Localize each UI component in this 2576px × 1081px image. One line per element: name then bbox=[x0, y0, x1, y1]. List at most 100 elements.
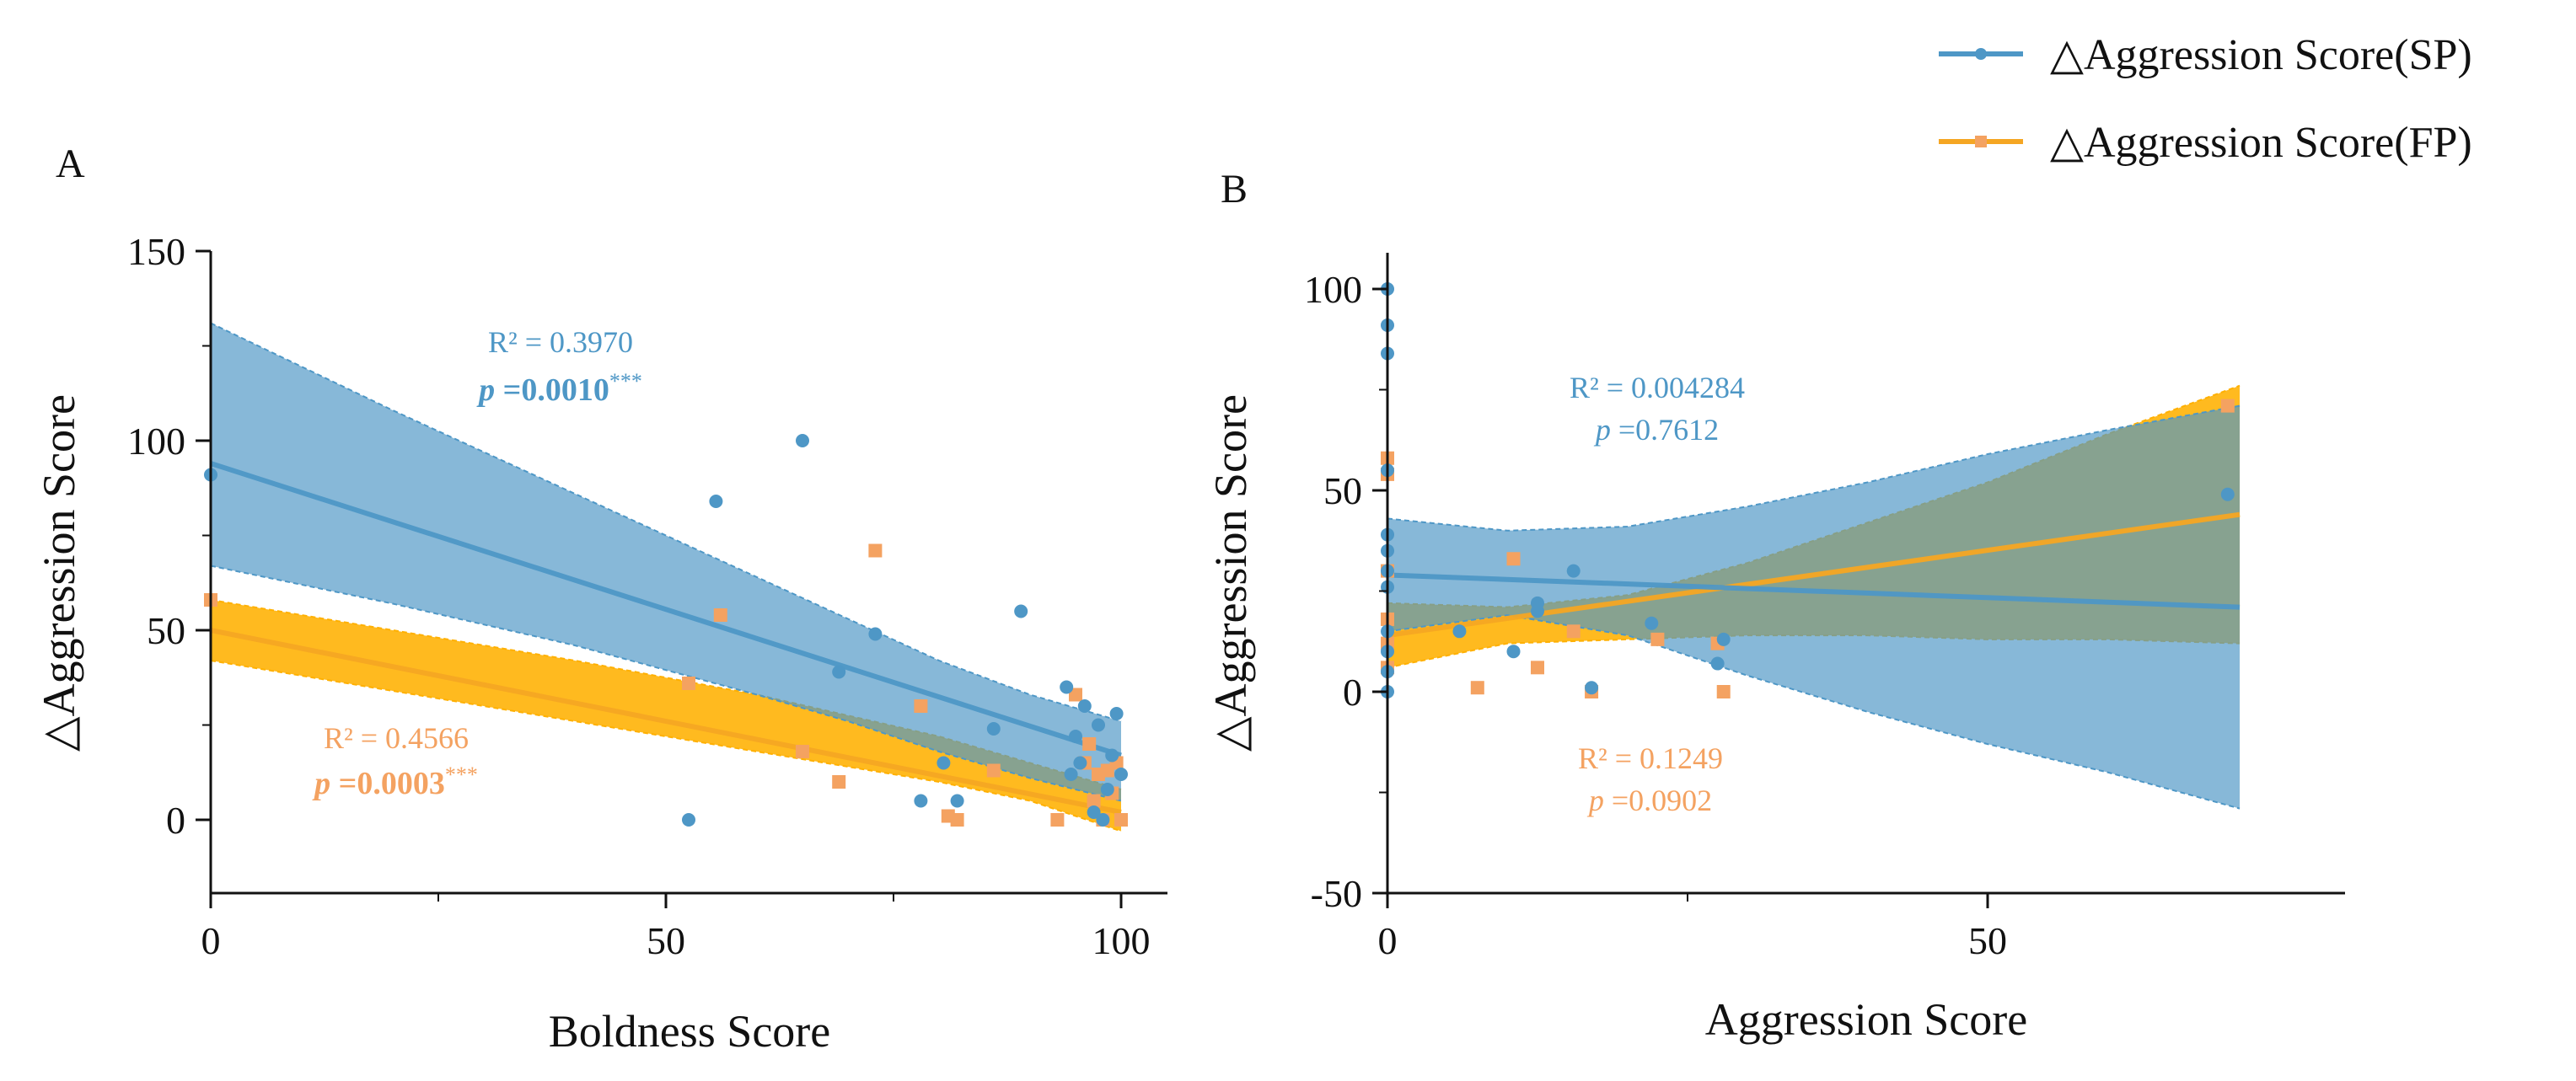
panel-a-sp-point bbox=[1077, 699, 1092, 713]
panel-b-sp-point bbox=[1585, 681, 1599, 695]
panel-a-sp-point bbox=[1105, 748, 1119, 763]
panel-a-sp-point bbox=[1096, 813, 1110, 827]
panel-a-sp-point bbox=[1092, 718, 1105, 732]
panel-b-ticks: -50 0 50 100 0 50 bbox=[1304, 268, 2007, 962]
panel-b-y-tick-label: 100 bbox=[1304, 268, 1362, 311]
panel-a-x-label: Boldness Score bbox=[549, 1006, 830, 1057]
panel-b-fp-point bbox=[1650, 632, 1665, 646]
panel-b-sp-annotation: R² = 0.004284 p =0.7612 bbox=[1570, 371, 1745, 447]
panel-b-fp-p: p =0.0902 bbox=[1586, 784, 1712, 817]
panel-a-fp-point bbox=[950, 813, 964, 827]
panel-a-y-tick-label: 0 bbox=[166, 799, 185, 842]
panel-a-sp-point bbox=[1073, 756, 1087, 770]
panel-a-sp-ci-upper bbox=[210, 322, 1122, 722]
panel-b-fp-p-value: =0.0902 bbox=[1604, 784, 1712, 817]
panel-a-y-tick-label: 150 bbox=[127, 230, 185, 273]
panel-b-fp-point bbox=[1470, 681, 1484, 695]
panel-a-sp-point bbox=[936, 756, 951, 770]
panel-b-fp-fit-line bbox=[1387, 511, 2241, 639]
panel-a-sp-point bbox=[1064, 768, 1078, 781]
panel-b-y-tick-label: 50 bbox=[1323, 469, 1362, 512]
panel-b-y-tick-label: -50 bbox=[1311, 872, 1362, 915]
panel-a-sp-point bbox=[1014, 604, 1028, 618]
panel-a-fp-point bbox=[1087, 794, 1101, 808]
panel-b-sp-point bbox=[1506, 645, 1521, 659]
panel-a-sp-p-prefix: p bbox=[476, 372, 495, 408]
panel-b-fp-point bbox=[1531, 661, 1544, 675]
panel-b-sp-point bbox=[1452, 624, 1467, 639]
panel-a-sp-point bbox=[1069, 730, 1082, 743]
panel-a-fp-p-prefix: p bbox=[312, 766, 330, 801]
panel-a-sp-ci-lower bbox=[210, 565, 1122, 802]
panel-a-sp-point bbox=[1060, 680, 1074, 694]
panel-a-fp-point bbox=[1114, 813, 1128, 827]
panel-b-sp-point bbox=[1645, 616, 1659, 630]
panel-a-sp-annotation: R² = 0.3970 p =0.0010*** bbox=[476, 325, 642, 408]
panel-a-y-label: △Aggression Score bbox=[34, 394, 84, 752]
panel-b-sp-ci-band bbox=[1387, 405, 2241, 809]
panel-b-sp-point bbox=[1531, 604, 1544, 618]
panel-a-fp-stars: *** bbox=[445, 763, 478, 787]
panel-a-y-tick-label: 50 bbox=[147, 609, 185, 652]
panel-a-fp-point bbox=[796, 745, 809, 758]
panel-b-sp-ci-lower bbox=[1387, 614, 2241, 810]
panel-b-sp-point bbox=[1710, 656, 1725, 671]
panel-a-axes bbox=[209, 251, 1167, 895]
panel-a-fit-lines bbox=[210, 461, 1122, 815]
panel-a-sp-fit-line bbox=[210, 461, 1122, 758]
panel-b-sp-fit-line bbox=[1387, 572, 2241, 610]
panel-a-fp-point bbox=[713, 608, 727, 622]
panel-b-fp-p-prefix: p bbox=[1586, 784, 1604, 817]
panel-a-fp-point bbox=[1050, 813, 1065, 827]
panel-b-fp-point bbox=[1716, 685, 1731, 698]
panel-a-fp-p-value: =0.0003 bbox=[330, 766, 445, 801]
panel-a-points bbox=[204, 434, 1128, 827]
panel-b-fit-lines bbox=[1387, 511, 2241, 639]
panel-a-sp-point bbox=[868, 627, 883, 641]
panel-a-sp-point bbox=[682, 813, 695, 827]
panel-a-fp-fit-line bbox=[210, 628, 1122, 815]
panel-a-fp-annotation: R² = 0.4566 p =0.0003*** bbox=[312, 721, 478, 801]
panel-b-fp-point bbox=[2220, 399, 2235, 413]
legend-sp-marker bbox=[1975, 48, 1987, 60]
panel-b-fp-r2: R² = 0.1249 bbox=[1578, 741, 1723, 775]
panel-b-sp-point bbox=[1566, 564, 1580, 578]
legend-fp-marker bbox=[1975, 136, 1987, 147]
panel-b-x-tick-label: 50 bbox=[1968, 919, 2007, 962]
panel-a-sp-p-value: =0.0010 bbox=[495, 372, 609, 408]
panel-b-confidence-bands bbox=[1387, 384, 2241, 810]
panel-a-fp-p: p =0.0003*** bbox=[312, 763, 478, 801]
panel-b-sp-p-prefix: p bbox=[1593, 413, 1611, 447]
panel-b-y-tick-label: 0 bbox=[1343, 671, 1362, 714]
panel-a-sp-point bbox=[950, 794, 964, 808]
panel-a-sp-point bbox=[796, 434, 809, 447]
panel-b-x-tick-label: 0 bbox=[1378, 919, 1398, 962]
panel-a-sp-point bbox=[1100, 783, 1114, 796]
panel-a-sp-p: p =0.0010*** bbox=[476, 369, 642, 408]
panel-b-sp-p-value: =0.7612 bbox=[1611, 413, 1719, 447]
legend: △Aggression Score(SP) △Aggression Score(… bbox=[1939, 31, 2472, 167]
panel-a-fp-point bbox=[914, 699, 928, 713]
panel-b-y-label: △Aggression Score bbox=[1205, 394, 1256, 752]
panel-a-x-tick-label: 50 bbox=[647, 919, 685, 962]
panel-b-x-label: Aggression Score bbox=[1705, 994, 2027, 1045]
panel-a-letter: A bbox=[56, 142, 85, 186]
panel-b-axes bbox=[1386, 253, 2345, 895]
panel-a-sp-point bbox=[1087, 805, 1101, 819]
panel-b-fp-annotation: R² = 0.1249 p =0.0902 bbox=[1578, 741, 1723, 817]
panel-a-y-tick-label: 100 bbox=[127, 420, 185, 463]
panel-b-sp-point bbox=[2220, 487, 2235, 501]
panel-a-ticks: 0 50 100 150 0 50 100 bbox=[127, 230, 1151, 962]
panel-a-sp-stars: *** bbox=[609, 369, 642, 393]
legend-fp-label: △Aggression Score(FP) bbox=[2050, 119, 2472, 167]
panel-b-points bbox=[1381, 282, 2235, 698]
panel-a-sp-r2: R² = 0.3970 bbox=[488, 325, 633, 359]
panel-b-letter: B bbox=[1221, 167, 1248, 211]
panel-a-fp-point bbox=[868, 543, 883, 558]
panel-b-sp-r2: R² = 0.004284 bbox=[1570, 371, 1745, 404]
panel-a-fp-point bbox=[1069, 688, 1082, 702]
panel-b-sp-ci-upper bbox=[1387, 404, 2241, 532]
panel-a-sp-point bbox=[986, 722, 1001, 736]
panel-a-sp-point bbox=[709, 495, 723, 508]
